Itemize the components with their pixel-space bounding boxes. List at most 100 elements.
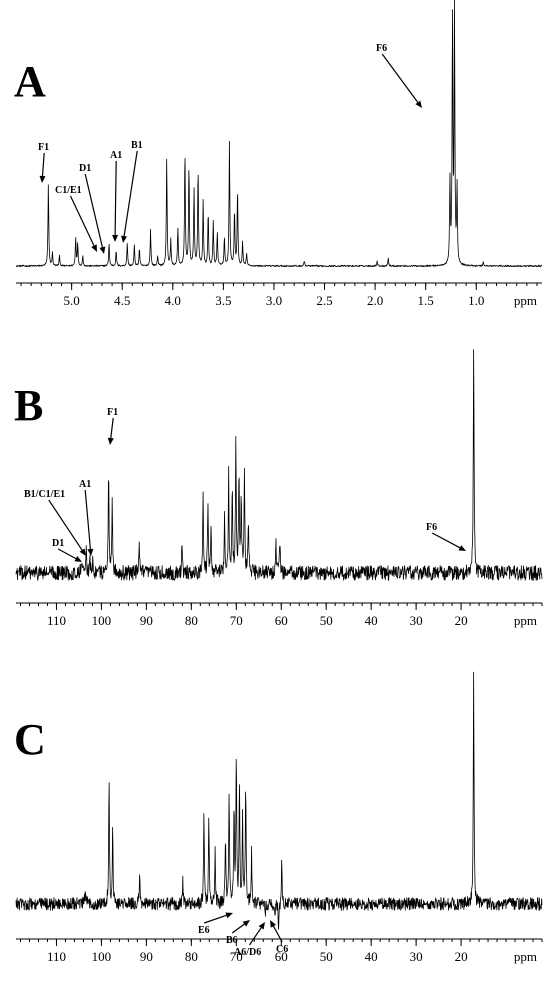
tick-label: 90 — [140, 613, 153, 628]
peak-annotation: F1 — [107, 407, 118, 445]
annotation-arrow — [431, 532, 461, 549]
annotation-arrow-head — [87, 548, 94, 556]
peak-annotation-label: A1 — [110, 150, 122, 161]
peak-annotation: C6 — [270, 920, 288, 955]
tick-label: 70 — [230, 613, 243, 628]
annotation-arrow — [84, 173, 103, 248]
peak-annotation-label: F6 — [376, 43, 387, 54]
annotation-arrow — [231, 923, 245, 934]
peak-annotation-label: D1 — [79, 163, 91, 174]
annotation-arrow — [84, 489, 91, 550]
tick-label: 40 — [365, 613, 378, 628]
peak-annotation: D1 — [52, 538, 82, 562]
annotation-arrow — [69, 195, 95, 246]
peak-annotation: A6/D6 — [234, 922, 265, 958]
x-axis: 5.0 4.5 4.0 3.5 3.0 2.5 2.0 1.5 1.0 ppm — [16, 282, 542, 308]
tick-label: 4.5 — [114, 293, 130, 308]
annotation-arrow — [123, 150, 138, 237]
tick-label: 5.0 — [64, 293, 80, 308]
tick-label: 2.5 — [316, 293, 332, 308]
peak-annotation-label: C6 — [276, 944, 288, 955]
annotation-arrow-head — [91, 244, 97, 252]
tick-label: 30 — [410, 949, 423, 964]
annotation-arrow — [48, 499, 83, 551]
tick-label: 4.0 — [165, 293, 181, 308]
x-axis: 110 100 90 80 70 60 50 40 30 20 ppm — [16, 938, 543, 964]
panel-a-1h-spectrum: A 5.0 4.5 4.0 3.5 3.0 2.5 2.0 1.5 1.0 ppm F1 C1/E1 D1… — [14, 0, 543, 308]
tick-label: 30 — [410, 613, 423, 628]
annotation-arrow-head — [107, 437, 114, 445]
peak-annotation-label: E6 — [198, 925, 210, 936]
annotation-arrow-head — [112, 235, 119, 242]
tick-label: 3.5 — [215, 293, 231, 308]
tick-label: 50 — [320, 613, 333, 628]
peak-annotation-label: F1 — [107, 407, 118, 418]
peak-annotation: B6 — [226, 920, 250, 946]
tick-label: 40 — [365, 949, 378, 964]
annotation-arrow-head — [39, 175, 46, 183]
panel-letter: C — [14, 715, 46, 764]
peak-annotation: E6 — [198, 912, 233, 936]
annotation-arrow — [57, 548, 77, 560]
annotation-arrow-head — [458, 545, 466, 551]
tick-label: 50 — [320, 949, 333, 964]
spectrum-trace — [15, 0, 543, 268]
peak-annotation-label: B1/C1/E1 — [24, 489, 65, 500]
spectrum-trace — [15, 349, 543, 581]
annotation-arrow — [272, 925, 283, 943]
panel-b-13c-spectrum: B 110 100 90 80 70 60 50 40 30 20 ppm F1 B1/C1/E1 A1 D1… — [14, 349, 543, 628]
tick-label: 3.0 — [266, 293, 282, 308]
annotation-arrow-head — [121, 235, 127, 243]
annotation-arrow — [381, 53, 419, 103]
x-axis-unit-label: ppm — [514, 949, 537, 964]
annotation-arrow-head — [225, 912, 233, 919]
peak-annotation: A1 — [79, 479, 94, 556]
peak-annotation: B1 — [121, 140, 143, 243]
annotation-arrow-head — [415, 100, 422, 108]
tick-label: 20 — [455, 613, 468, 628]
peak-annotation-label: F1 — [38, 142, 49, 153]
tick-label: 60 — [275, 949, 288, 964]
x-axis: 110 100 90 80 70 60 50 40 30 20 ppm — [16, 602, 543, 628]
annotation-arrow-head — [79, 548, 86, 556]
peak-annotation-label: C1/E1 — [55, 185, 82, 196]
tick-label: 110 — [47, 613, 66, 628]
tick-label: 100 — [92, 613, 112, 628]
peak-annotation-label: B1 — [131, 140, 143, 151]
tick-label: 100 — [92, 949, 112, 964]
tick-label: 80 — [185, 949, 198, 964]
tick-label: 110 — [47, 949, 66, 964]
annotation-arrow — [41, 152, 45, 177]
peak-annotation: F1 — [38, 142, 49, 183]
peak-annotation-label: B6 — [226, 935, 238, 946]
annotation-arrow-head — [74, 556, 82, 562]
peak-annotation-label: D1 — [52, 538, 64, 549]
tick-label: 20 — [455, 949, 468, 964]
peak-annotation: D1 — [79, 163, 106, 254]
tick-label: 1.5 — [418, 293, 434, 308]
peak-annotation: F6 — [376, 43, 422, 108]
tick-label: 80 — [185, 613, 198, 628]
tick-label: 70 — [230, 949, 243, 964]
tick-label: 60 — [275, 613, 288, 628]
peak-annotation: A1 — [110, 150, 122, 242]
peak-annotation-label: F6 — [426, 522, 437, 533]
annotation-arrow-head — [258, 922, 265, 930]
x-axis-unit-label: ppm — [514, 293, 537, 308]
x-axis-unit-label: ppm — [514, 613, 537, 628]
peak-annotation-label: A6/D6 — [234, 947, 261, 958]
tick-label: 2.0 — [367, 293, 383, 308]
annotation-arrow — [204, 914, 227, 924]
panel-letter: B — [14, 381, 43, 430]
annotation-arrow — [114, 160, 117, 236]
annotation-arrow — [249, 927, 262, 946]
tick-label: 90 — [140, 949, 153, 964]
annotation-arrow-head — [99, 246, 106, 254]
peak-annotation-label: A1 — [79, 479, 91, 490]
panel-letter: A — [14, 57, 46, 106]
peak-annotation: B1/C1/E1 — [24, 489, 86, 556]
annotation-arrow-head — [242, 920, 250, 927]
annotation-arrow-head — [270, 920, 276, 928]
